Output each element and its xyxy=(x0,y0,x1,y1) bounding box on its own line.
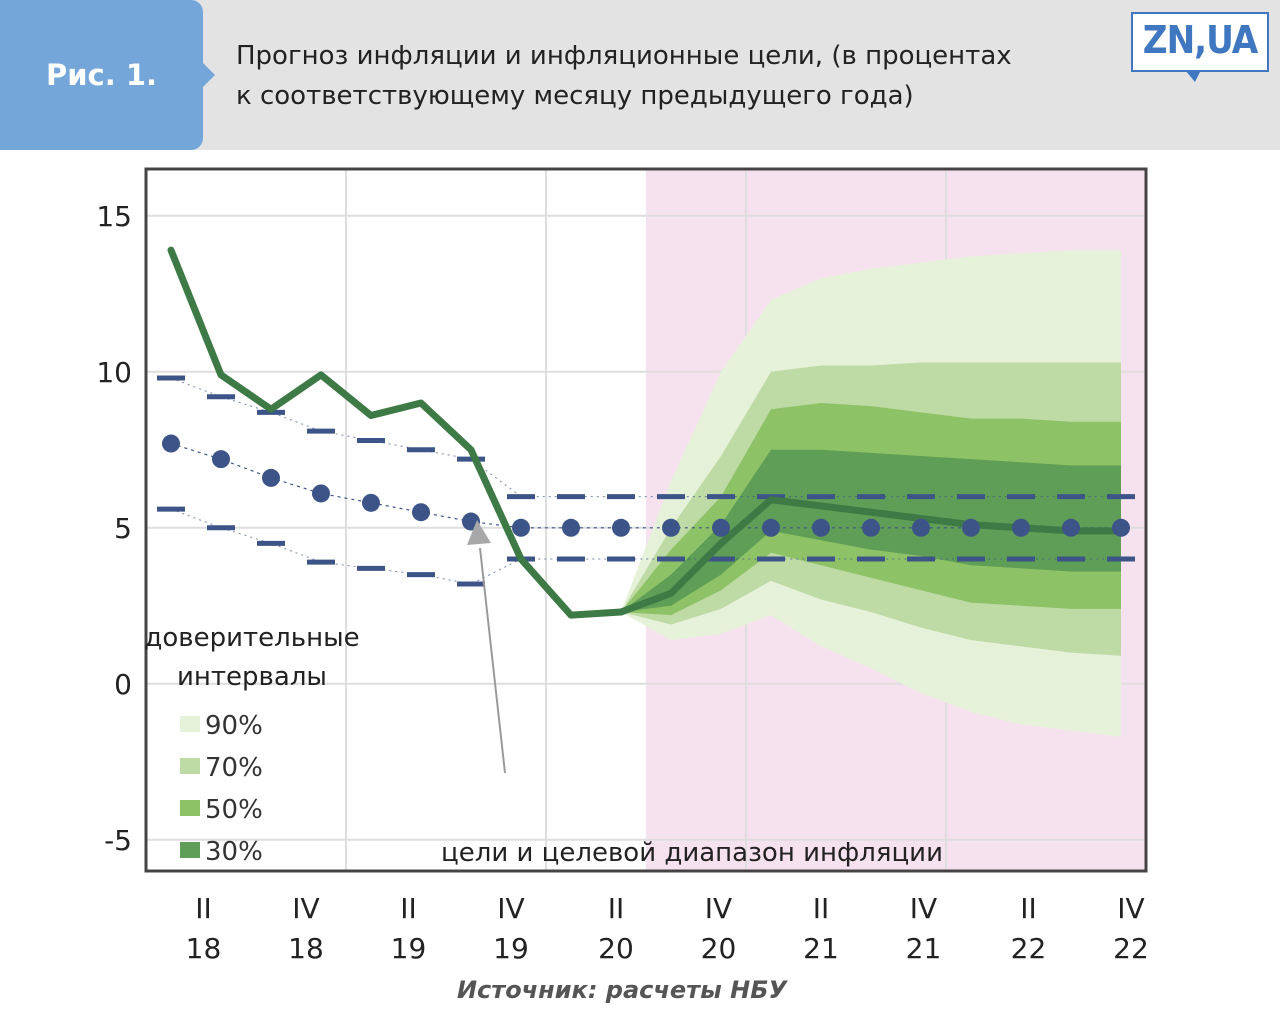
chart-title: Прогноз инфляции и инфляционные цели, (в… xyxy=(236,36,1096,116)
legend-title-line2: интервалы xyxy=(177,662,327,692)
x-tick-label-year: 21 xyxy=(906,932,942,965)
legend-label-70: 70% xyxy=(205,753,263,783)
legend-title-line1: доверительные xyxy=(144,623,359,653)
y-tick-label: 15 xyxy=(96,200,132,233)
x-tick-label-year: 21 xyxy=(803,932,839,965)
target-point xyxy=(512,518,530,537)
target-point xyxy=(162,434,180,453)
plot-frame xyxy=(144,167,1148,873)
chart-title-line2: к соответствующему месяцу предыдущего го… xyxy=(236,81,914,111)
x-tick-label-quarter: IV xyxy=(910,892,937,925)
legend-swatch-90 xyxy=(180,716,200,732)
targets-label: цели и целевой диапазон инфляции xyxy=(441,838,943,868)
y-tick-label: 0 xyxy=(114,668,132,701)
x-tick-label-year: 22 xyxy=(1011,932,1047,965)
x-tick-label-year: 20 xyxy=(598,932,634,965)
figure-label: Рис. 1. xyxy=(45,58,158,92)
legend-swatch-30 xyxy=(180,842,200,858)
target-point xyxy=(912,518,930,537)
target-point xyxy=(962,518,980,537)
series-line-actual xyxy=(167,246,625,619)
inflation-chart: 15 10 5 0 -5 II 18 IV 18 II 19 IV 19 II 20 IV 20 II 21 IV 21… xyxy=(96,167,1149,965)
target-upper-dotted xyxy=(170,377,1121,498)
x-tick-label-quarter: II xyxy=(813,892,830,925)
target-point xyxy=(812,518,830,537)
x-tick-label-quarter: II xyxy=(400,892,417,925)
y-tick-label: 10 xyxy=(96,356,132,389)
target-point xyxy=(712,518,730,537)
x-tick-label-year: 18 xyxy=(186,932,222,965)
x-tick-label-year: 18 xyxy=(288,932,324,965)
y-tick-label: -5 xyxy=(104,824,132,857)
header-bar: Рис. 1. Прогноз инфляции и инфляционные … xyxy=(0,0,1280,150)
target-point xyxy=(362,493,380,512)
target-point xyxy=(562,518,580,537)
x-tick-label-quarter: II xyxy=(608,892,625,925)
legend-label-50: 50% xyxy=(205,795,263,825)
figure-badge: Рис. 1. xyxy=(0,0,215,150)
zn-ua-logo: ZN,UA xyxy=(1131,12,1269,82)
target-point xyxy=(312,484,330,503)
source-note: Источник: расчеты НБУ xyxy=(456,976,788,1004)
target-point xyxy=(612,518,630,537)
x-tick-label-year: 19 xyxy=(493,932,529,965)
legend-swatch-70 xyxy=(180,758,200,774)
target-point xyxy=(262,468,280,487)
x-tick-label-quarter: II xyxy=(1020,892,1037,925)
x-tick-label-year: 22 xyxy=(1113,932,1149,965)
target-point xyxy=(862,518,880,537)
target-point xyxy=(1012,518,1030,537)
x-tick-label-quarter: IV xyxy=(1117,892,1144,925)
chart-title-line1: Прогноз инфляции и инфляционные цели, (в… xyxy=(236,41,1012,71)
logo-text: ZN,UA xyxy=(1142,18,1258,62)
legend-label-90: 90% xyxy=(205,711,263,741)
legend-swatch-50 xyxy=(180,800,200,816)
target-point xyxy=(762,518,780,537)
x-tick-label-quarter: IV xyxy=(705,892,732,925)
x-tick-label-year: 19 xyxy=(391,932,427,965)
target-point xyxy=(412,503,430,522)
arrow-head xyxy=(467,520,491,545)
x-tick-label-quarter: II xyxy=(195,892,212,925)
target-point xyxy=(662,518,680,537)
target-point xyxy=(1062,518,1080,537)
series-line-forecast_central xyxy=(617,496,1125,616)
target-point xyxy=(212,450,230,469)
arrow-line xyxy=(479,547,506,774)
target-point xyxy=(1112,518,1130,537)
x-tick-label-quarter: IV xyxy=(497,892,524,925)
x-tick-label-quarter: IV xyxy=(292,892,319,925)
x-tick-label-year: 20 xyxy=(701,932,737,965)
legend-label-30: 30% xyxy=(205,837,263,867)
y-tick-label: 5 xyxy=(114,512,132,545)
